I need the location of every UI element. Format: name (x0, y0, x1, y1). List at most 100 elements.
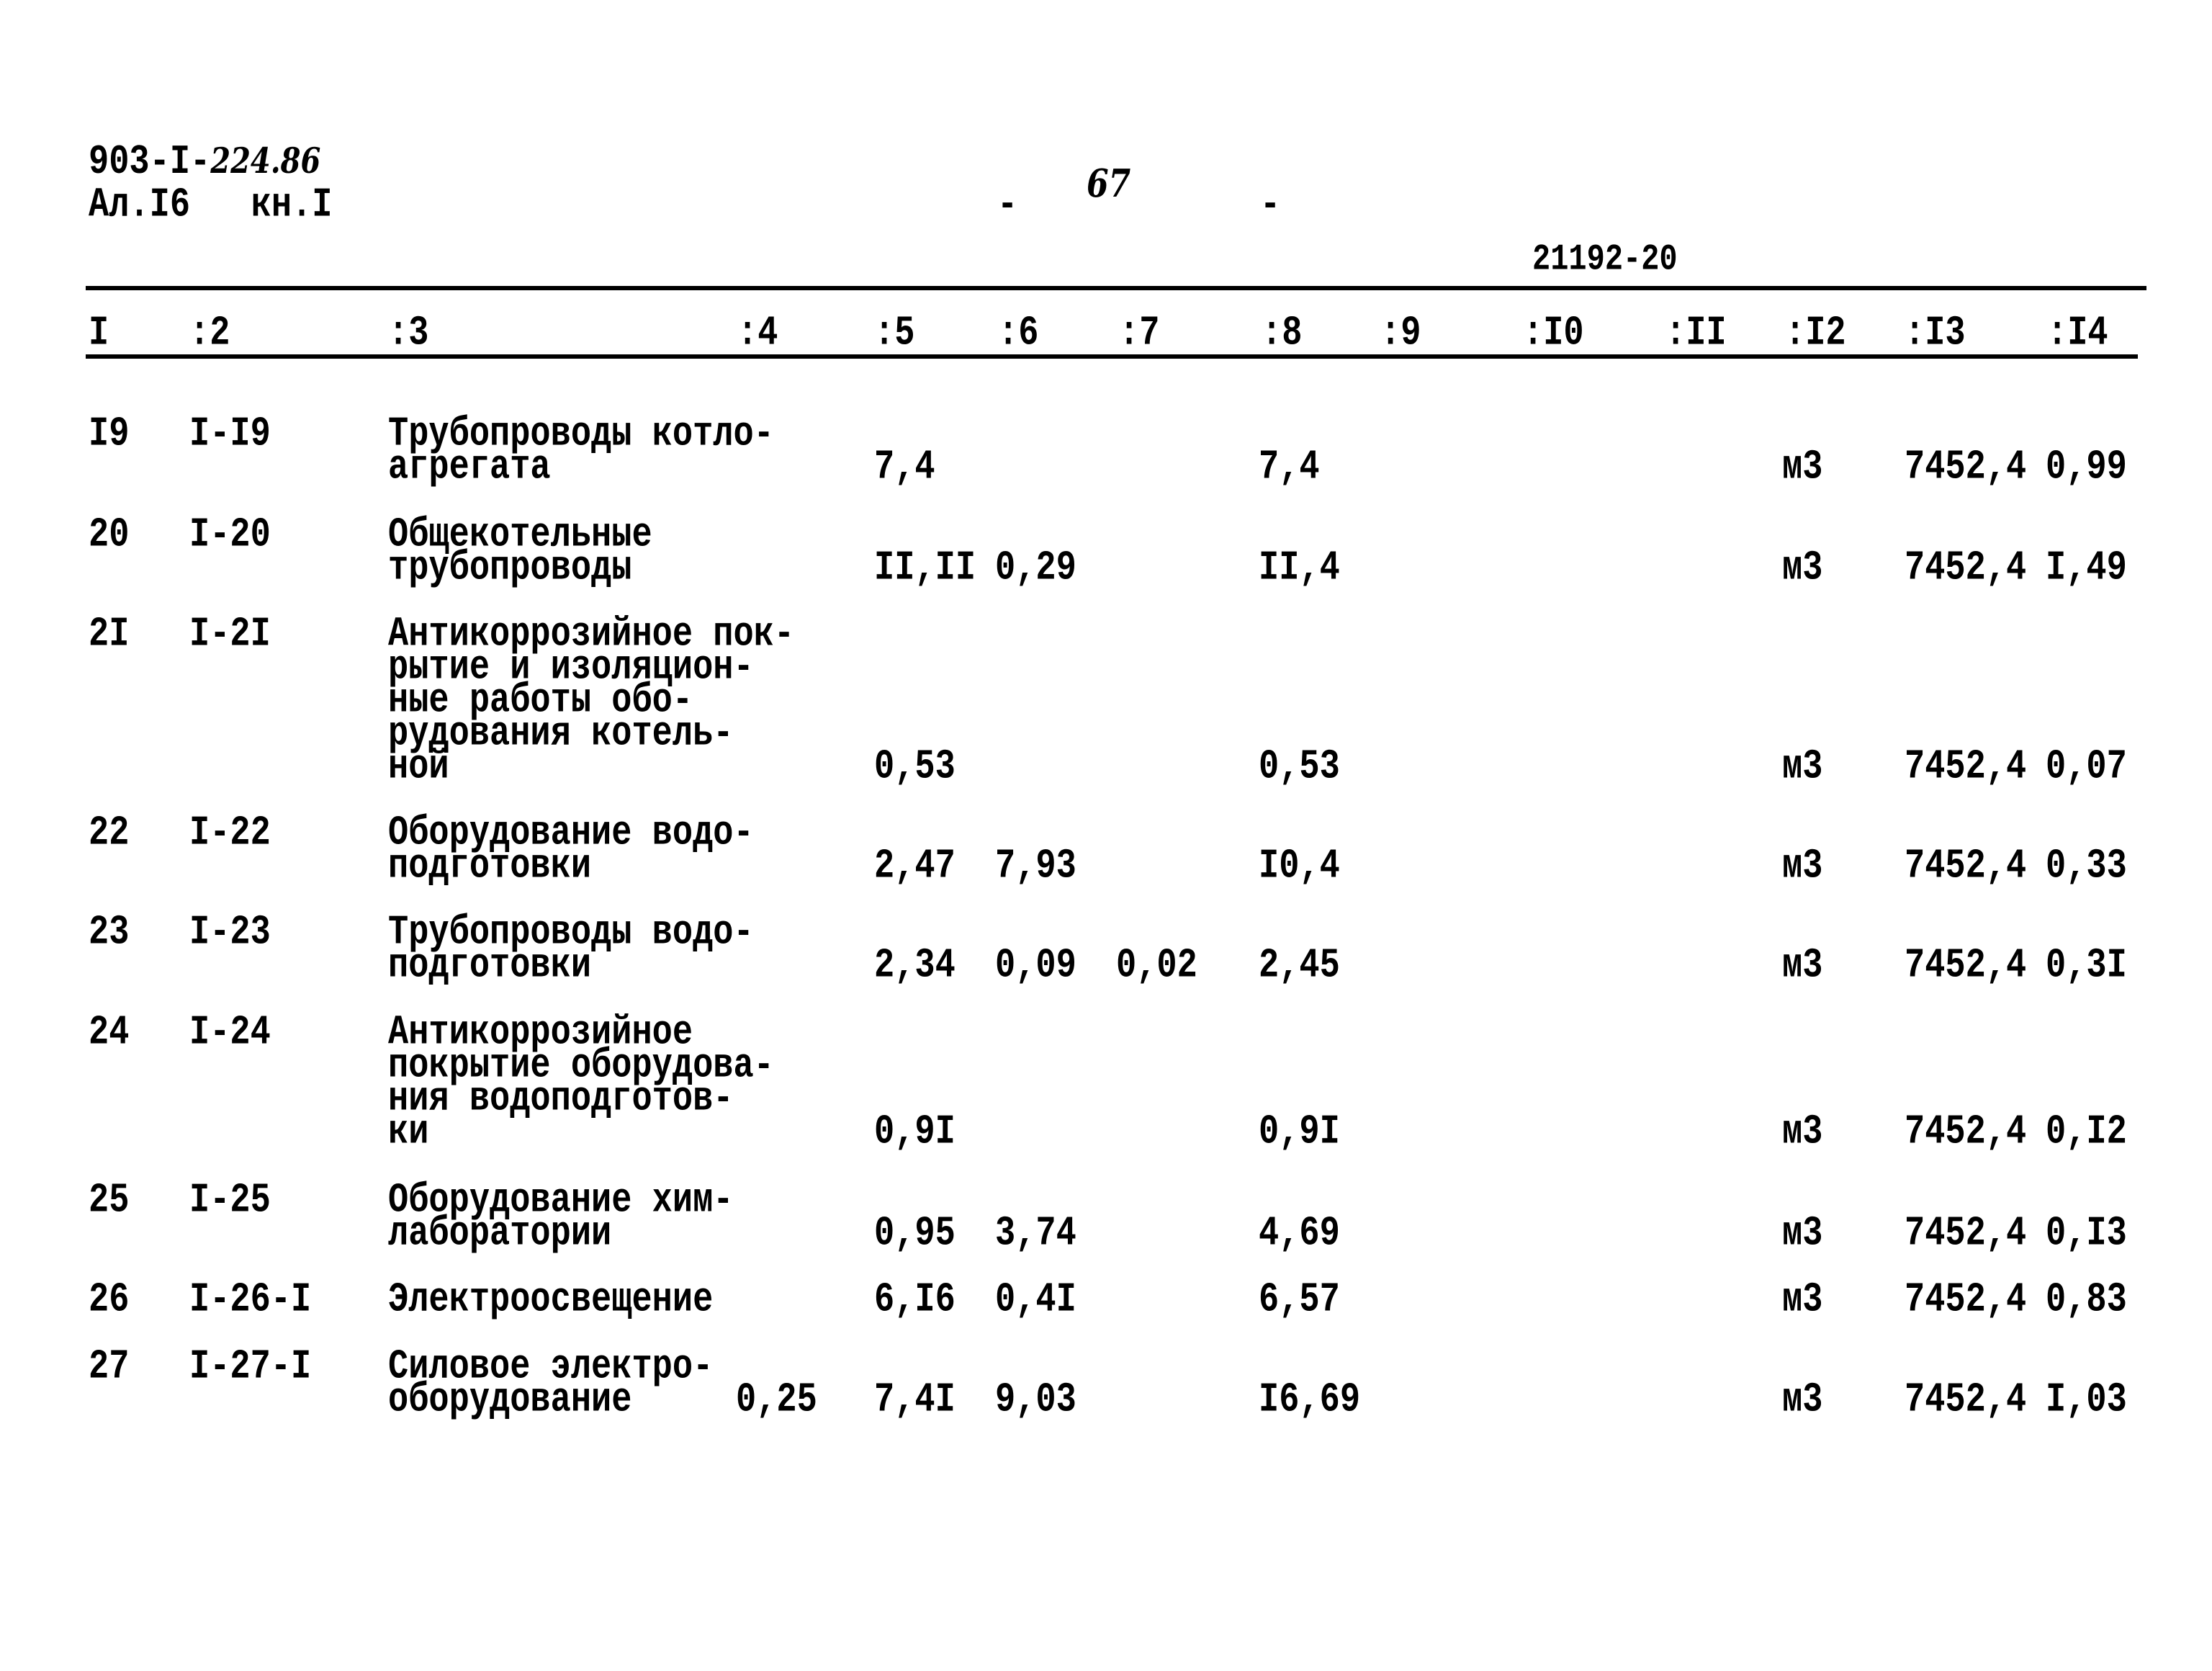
description-line: ные работы обо- (388, 678, 693, 725)
column-header: :4 (737, 310, 778, 357)
cell-c8: 2,45 (1259, 943, 1340, 990)
column-header: :8 (1262, 310, 1303, 357)
column-header: :I2 (1785, 310, 1846, 357)
cell-c12: м3 (1782, 1109, 1823, 1156)
description-line: Оборудование хим- (388, 1178, 734, 1224)
description-line: подготовки (388, 843, 592, 890)
cell-c1: I9 (89, 411, 130, 458)
cell-c13: 7452,4 (1905, 444, 2027, 491)
cell-c6: 7,93 (995, 843, 1076, 890)
cell-c2: I-I9 (189, 411, 271, 458)
column-header: :5 (874, 310, 915, 357)
header-rule (86, 354, 2138, 359)
cell-c1: 27 (89, 1344, 130, 1391)
cell-c5: 7,4 (874, 444, 935, 491)
cell-c13: 7452,4 (1905, 1277, 2027, 1324)
cell-c14: 0,99 (2046, 444, 2127, 491)
doc-code: 903-I-224.86 (89, 139, 321, 187)
description-line: Электроосвещение (388, 1277, 714, 1324)
cell-c8: 6,57 (1259, 1277, 1340, 1324)
description-line: оборудование (388, 1377, 632, 1424)
cell-c6: 0,09 (995, 943, 1076, 990)
cell-c8: II,4 (1259, 545, 1340, 592)
cell-c6: 3,74 (995, 1211, 1076, 1258)
cell-c5: 0,53 (874, 744, 956, 791)
cell-c12: м3 (1782, 545, 1823, 592)
cell-c6: 9,03 (995, 1377, 1076, 1424)
cell-c8: I6,69 (1259, 1377, 1361, 1424)
cell-c7: 0,02 (1116, 943, 1197, 990)
description-line: агрегата (388, 444, 551, 491)
cell-c12: м3 (1782, 943, 1823, 990)
cell-c8: 0,9I (1259, 1109, 1340, 1156)
cell-c1: 2I (89, 611, 130, 658)
cell-c5: 2,34 (874, 943, 956, 990)
column-header: :2 (189, 310, 230, 357)
sheet-code: 21192-20 (1532, 238, 1678, 281)
description-line: Антикоррозийное (388, 1010, 693, 1057)
column-header: :I3 (1905, 310, 1966, 357)
doc-code-printed: 903-I- (89, 139, 211, 187)
cell-c13: 7452,4 (1905, 943, 2027, 990)
cell-c14: 0,07 (2046, 744, 2127, 791)
description-line: Силовое электро- (388, 1344, 714, 1391)
column-header: I (89, 310, 109, 357)
cell-c14: 0,I3 (2046, 1211, 2127, 1258)
column-header: :II (1665, 310, 1727, 357)
album-book: Ал.I6 кн.I (89, 182, 333, 229)
cell-c1: 24 (89, 1010, 130, 1057)
cell-c8: 0,53 (1259, 744, 1340, 791)
cell-c5: 0,9I (874, 1109, 956, 1156)
top-rule (86, 286, 2146, 290)
cell-c12: м3 (1782, 1211, 1823, 1258)
cell-c13: 7452,4 (1905, 1211, 2027, 1258)
cell-c6: 0,29 (995, 545, 1076, 592)
cell-c4: 0,25 (736, 1377, 817, 1424)
cell-c1: 23 (89, 910, 130, 957)
cell-c13: 7452,4 (1905, 1377, 2027, 1424)
cell-c2: I-24 (189, 1010, 271, 1057)
description-line: трубопроводы (388, 545, 632, 592)
cell-c12: м3 (1782, 843, 1823, 890)
cell-c14: 0,I2 (2046, 1109, 2127, 1156)
doc-code-handwritten: 224.86 (210, 140, 321, 182)
cell-c5: 6,I6 (874, 1277, 956, 1324)
description-line: ной (388, 744, 449, 791)
cell-c8: 4,69 (1259, 1211, 1340, 1258)
column-header: :3 (388, 310, 429, 357)
column-header: :I4 (2047, 310, 2108, 357)
cell-c12: м3 (1782, 444, 1823, 491)
cell-c8: I0,4 (1259, 843, 1340, 890)
cell-c1: 22 (89, 810, 130, 857)
cell-c2: I-20 (189, 512, 271, 559)
cell-c5: 7,4I (874, 1377, 956, 1424)
cell-c5: II,II (874, 545, 976, 592)
cell-c13: 7452,4 (1905, 744, 2027, 791)
cell-c12: м3 (1782, 744, 1823, 791)
description-line: подготовки (388, 943, 592, 990)
column-header: :7 (1119, 310, 1160, 357)
cell-c14: I,03 (2046, 1377, 2127, 1424)
cell-c2: I-22 (189, 810, 271, 857)
description-line: ния водоподготов- (388, 1076, 734, 1123)
description-line: покрытие оборудова- (388, 1043, 774, 1090)
description-line: Общекотельные (388, 512, 652, 559)
page-number: 67 (1087, 161, 1131, 207)
cell-c14: I,49 (2046, 545, 2127, 592)
column-header: :9 (1380, 310, 1421, 357)
description-line: рудования котель- (388, 711, 734, 758)
description-line: Оборудование водо- (388, 810, 754, 857)
cell-c2: I-25 (189, 1178, 271, 1224)
cell-c5: 0,95 (874, 1211, 956, 1258)
page-dash-left: - (997, 182, 1018, 229)
description-line: ки (388, 1109, 429, 1156)
cell-c1: 20 (89, 512, 130, 559)
cell-c1: 25 (89, 1178, 130, 1224)
cell-c2: I-2I (189, 611, 271, 658)
cell-c14: 0,3I (2046, 943, 2127, 990)
column-header: :6 (998, 310, 1039, 357)
cell-c1: 26 (89, 1277, 130, 1324)
cell-c13: 7452,4 (1905, 843, 2027, 890)
cell-c13: 7452,4 (1905, 1109, 2027, 1156)
cell-c5: 2,47 (874, 843, 956, 890)
